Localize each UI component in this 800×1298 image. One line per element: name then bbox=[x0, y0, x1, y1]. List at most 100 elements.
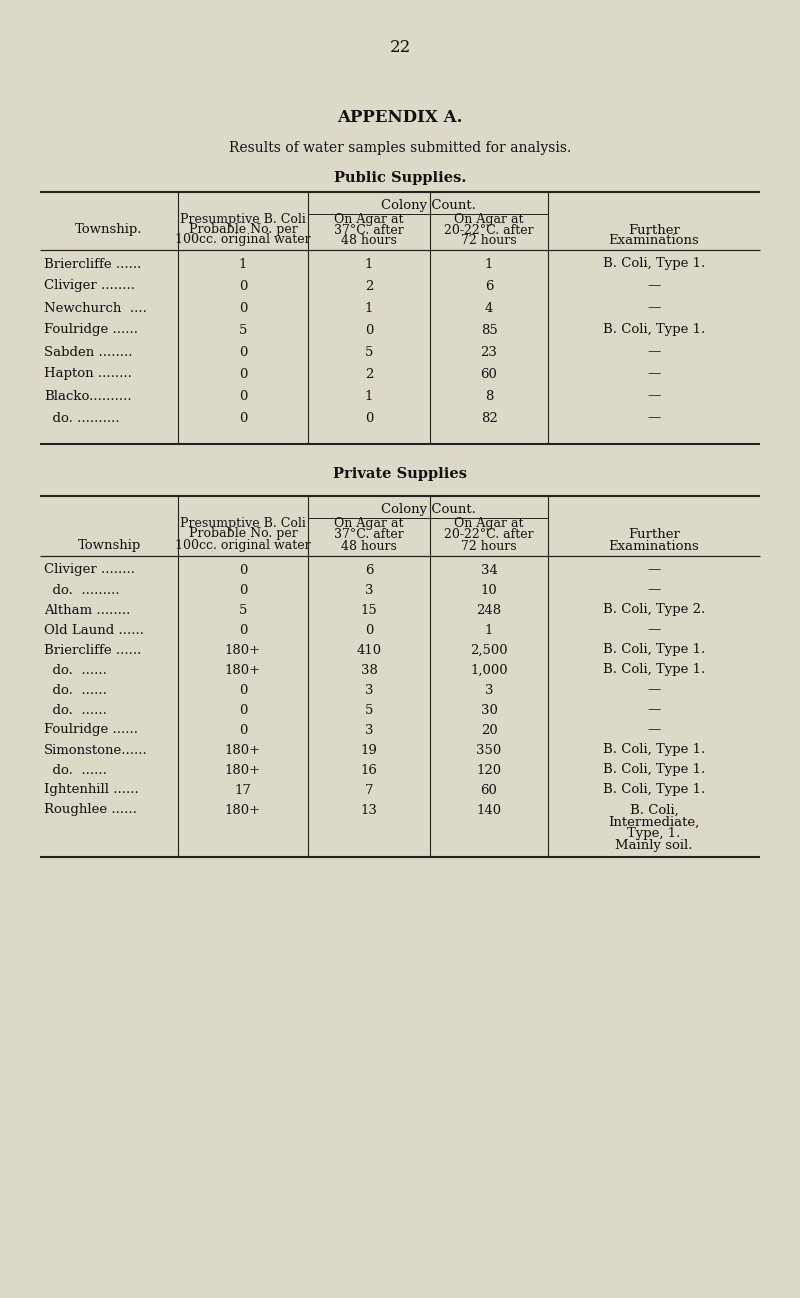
Text: Cliviger ........: Cliviger ........ bbox=[44, 563, 135, 576]
Text: 180+: 180+ bbox=[225, 803, 261, 816]
Text: 1,000: 1,000 bbox=[470, 663, 508, 676]
Text: B. Coli, Type 1.: B. Coli, Type 1. bbox=[603, 257, 705, 270]
Text: B. Coli, Type 1.: B. Coli, Type 1. bbox=[603, 744, 705, 757]
Text: Further: Further bbox=[628, 223, 680, 236]
Text: 20-22°C. after: 20-22°C. after bbox=[444, 223, 534, 236]
Text: 48 hours: 48 hours bbox=[341, 234, 397, 247]
Text: 0: 0 bbox=[239, 301, 247, 314]
Text: 180+: 180+ bbox=[225, 744, 261, 757]
Text: Briercliffe ......: Briercliffe ...... bbox=[44, 257, 142, 270]
Text: 180+: 180+ bbox=[225, 763, 261, 776]
Text: 10: 10 bbox=[481, 584, 498, 597]
Text: 37°C. after: 37°C. after bbox=[334, 527, 404, 540]
Text: do.  ......: do. ...... bbox=[44, 763, 107, 776]
Text: 5: 5 bbox=[239, 323, 247, 336]
Text: B. Coli, Type 1.: B. Coli, Type 1. bbox=[603, 663, 705, 676]
Text: Hapton ........: Hapton ........ bbox=[44, 367, 132, 380]
Text: 60: 60 bbox=[481, 784, 498, 797]
Text: 350: 350 bbox=[476, 744, 502, 757]
Text: 2,500: 2,500 bbox=[470, 644, 508, 657]
Text: 0: 0 bbox=[239, 623, 247, 636]
Text: 0: 0 bbox=[239, 367, 247, 380]
Text: Colony Count.: Colony Count. bbox=[381, 504, 475, 517]
Text: 7: 7 bbox=[365, 784, 374, 797]
Text: 8: 8 bbox=[485, 389, 493, 402]
Text: B. Coli, Type 1.: B. Coli, Type 1. bbox=[603, 644, 705, 657]
Text: 16: 16 bbox=[361, 763, 378, 776]
Text: 2: 2 bbox=[365, 279, 373, 292]
Text: —: — bbox=[647, 279, 661, 292]
Text: 30: 30 bbox=[481, 704, 498, 716]
Text: 72 hours: 72 hours bbox=[461, 540, 517, 553]
Text: Mainly soil.: Mainly soil. bbox=[615, 840, 693, 853]
Text: Briercliffe ......: Briercliffe ...... bbox=[44, 644, 142, 657]
Text: Results of water samples submitted for analysis.: Results of water samples submitted for a… bbox=[229, 141, 571, 154]
Text: 37°C. after: 37°C. after bbox=[334, 223, 404, 236]
Text: 3: 3 bbox=[365, 723, 374, 736]
Text: 0: 0 bbox=[239, 279, 247, 292]
Text: 1: 1 bbox=[239, 257, 247, 270]
Text: 100cc. original water: 100cc. original water bbox=[175, 540, 311, 553]
Text: 1: 1 bbox=[485, 623, 493, 636]
Text: Probable No. per: Probable No. per bbox=[189, 527, 298, 540]
Text: 20-22°C. after: 20-22°C. after bbox=[444, 527, 534, 540]
Text: 1: 1 bbox=[365, 257, 373, 270]
Text: On Agar at: On Agar at bbox=[334, 518, 404, 531]
Text: 15: 15 bbox=[361, 604, 378, 617]
Text: 1: 1 bbox=[365, 301, 373, 314]
Text: Old Laund ......: Old Laund ...... bbox=[44, 623, 144, 636]
Text: Foulridge ......: Foulridge ...... bbox=[44, 723, 138, 736]
Text: 17: 17 bbox=[234, 784, 251, 797]
Text: 72 hours: 72 hours bbox=[461, 234, 517, 247]
Text: 0: 0 bbox=[239, 345, 247, 358]
Text: —: — bbox=[647, 723, 661, 736]
Text: —: — bbox=[647, 411, 661, 424]
Text: —: — bbox=[647, 367, 661, 380]
Text: Cliviger ........: Cliviger ........ bbox=[44, 279, 135, 292]
Text: Blacko..........: Blacko.......... bbox=[44, 389, 132, 402]
Text: 23: 23 bbox=[481, 345, 498, 358]
Text: 0: 0 bbox=[365, 411, 373, 424]
Text: 60: 60 bbox=[481, 367, 498, 380]
Text: do.  ......: do. ...... bbox=[44, 704, 107, 716]
Text: Colony Count.: Colony Count. bbox=[381, 200, 475, 213]
Text: 1: 1 bbox=[485, 257, 493, 270]
Text: Sabden ........: Sabden ........ bbox=[44, 345, 133, 358]
Text: 82: 82 bbox=[481, 411, 498, 424]
Text: 0: 0 bbox=[365, 323, 373, 336]
Text: 180+: 180+ bbox=[225, 663, 261, 676]
Text: 120: 120 bbox=[477, 763, 502, 776]
Text: 180+: 180+ bbox=[225, 644, 261, 657]
Text: —: — bbox=[647, 389, 661, 402]
Text: do.  .........: do. ......... bbox=[44, 584, 120, 597]
Text: 100cc. original water: 100cc. original water bbox=[175, 234, 311, 247]
Text: Presumptive B. Coli: Presumptive B. Coli bbox=[180, 518, 306, 531]
Text: APPENDIX A.: APPENDIX A. bbox=[338, 109, 462, 126]
Text: 19: 19 bbox=[361, 744, 378, 757]
Text: Private Supplies: Private Supplies bbox=[333, 467, 467, 482]
Text: Roughlee ......: Roughlee ...... bbox=[44, 803, 137, 816]
Text: 0: 0 bbox=[239, 584, 247, 597]
Text: 3: 3 bbox=[485, 684, 494, 697]
Text: 5: 5 bbox=[239, 604, 247, 617]
Text: —: — bbox=[647, 301, 661, 314]
Text: 3: 3 bbox=[365, 584, 374, 597]
Text: 6: 6 bbox=[365, 563, 374, 576]
Text: Examinations: Examinations bbox=[609, 234, 699, 247]
Text: 248: 248 bbox=[477, 604, 502, 617]
Text: 2: 2 bbox=[365, 367, 373, 380]
Text: 13: 13 bbox=[361, 803, 378, 816]
Text: 0: 0 bbox=[239, 389, 247, 402]
Text: On Agar at: On Agar at bbox=[454, 213, 524, 226]
Text: 34: 34 bbox=[481, 563, 498, 576]
Text: 0: 0 bbox=[365, 623, 373, 636]
Text: On Agar at: On Agar at bbox=[454, 518, 524, 531]
Text: B. Coli, Type 1.: B. Coli, Type 1. bbox=[603, 763, 705, 776]
Text: Public Supplies.: Public Supplies. bbox=[334, 171, 466, 186]
Text: Simonstone......: Simonstone...... bbox=[44, 744, 148, 757]
Text: Intermediate,: Intermediate, bbox=[608, 815, 700, 828]
Text: 48 hours: 48 hours bbox=[341, 540, 397, 553]
Text: 0: 0 bbox=[239, 411, 247, 424]
Text: 4: 4 bbox=[485, 301, 493, 314]
Text: 3: 3 bbox=[365, 684, 374, 697]
